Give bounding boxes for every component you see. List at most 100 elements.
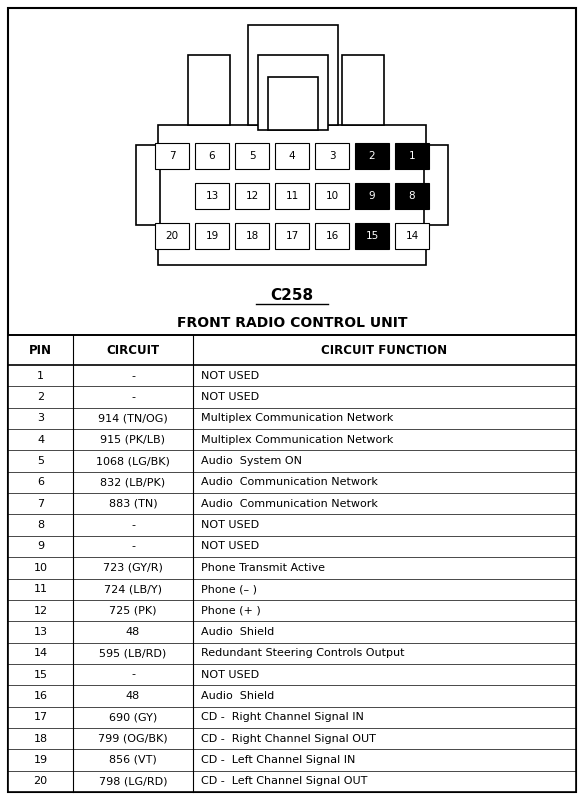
Text: 3: 3 [329,151,335,161]
Bar [136,145,160,225]
Text: 15: 15 [34,670,48,679]
Text: 10: 10 [34,563,48,573]
Text: 13: 13 [206,191,218,201]
Text: 914 (TN/OG): 914 (TN/OG) [98,414,168,423]
Text: 10: 10 [325,191,339,201]
Text: 9: 9 [369,191,376,201]
Text: Phone Transmit Active: Phone Transmit Active [200,563,325,573]
Text: 7: 7 [37,498,44,509]
Bar [155,223,189,249]
Text: 13: 13 [34,627,48,637]
Text: 4: 4 [288,151,296,161]
Text: 20: 20 [165,231,179,241]
Text: 2: 2 [369,151,376,161]
Text: PIN: PIN [29,343,52,357]
Text: 832 (LB/PK): 832 (LB/PK) [100,478,165,487]
Text: -: - [131,520,135,530]
Text: CD -  Right Channel Signal IN: CD - Right Channel Signal IN [200,712,363,722]
Text: CD -  Right Channel Signal OUT: CD - Right Channel Signal OUT [200,734,376,744]
Text: 1: 1 [37,370,44,381]
Bar [235,183,269,209]
Text: 4: 4 [37,434,44,445]
Bar [315,183,349,209]
Text: NOT USED: NOT USED [200,520,259,530]
Bar [355,143,389,169]
Text: 725 (PK): 725 (PK) [109,606,157,615]
Text: 16: 16 [325,231,339,241]
Text: 799 (OG/BK): 799 (OG/BK) [98,734,168,744]
Text: 1068 (LG/BK): 1068 (LG/BK) [96,456,170,466]
Text: 915 (PK/LB): 915 (PK/LB) [100,434,165,445]
Bar [275,223,309,249]
Bar [355,183,389,209]
Text: Audio  Shield: Audio Shield [200,627,274,637]
Text: Audio  System ON: Audio System ON [200,456,301,466]
Bar [195,223,229,249]
Bar [275,183,309,209]
Text: Multiplex Communication Network: Multiplex Communication Network [200,414,393,423]
Bar [315,143,349,169]
Bar [355,223,389,249]
Text: -: - [131,542,135,551]
Text: 3: 3 [37,414,44,423]
Text: 17: 17 [286,231,298,241]
Text: Audio  Communication Network: Audio Communication Network [200,498,377,509]
Text: NOT USED: NOT USED [200,542,259,551]
Text: CIRCUIT: CIRCUIT [106,343,159,357]
Text: 856 (VT): 856 (VT) [109,755,157,765]
Text: 6: 6 [37,478,44,487]
Bar [268,77,318,130]
Bar [235,143,269,169]
Text: 19: 19 [206,231,218,241]
Bar [275,143,309,169]
Text: 14: 14 [405,231,419,241]
Text: Phone (+ ): Phone (+ ) [200,606,260,615]
Text: 2: 2 [37,392,44,402]
Text: 9: 9 [37,542,44,551]
Text: 11: 11 [286,191,298,201]
Text: 14: 14 [34,648,48,658]
Text: 11: 11 [34,584,48,594]
Text: 8: 8 [37,520,44,530]
Text: 5: 5 [249,151,255,161]
Text: -: - [131,370,135,381]
Text: Phone (– ): Phone (– ) [200,584,256,594]
Text: 690 (GY): 690 (GY) [109,712,157,722]
Text: 7: 7 [169,151,175,161]
Text: NOT USED: NOT USED [200,370,259,381]
Bar [395,183,429,209]
Bar [248,25,338,125]
Text: 798 (LG/RD): 798 (LG/RD) [99,776,167,786]
Bar [258,55,328,130]
Bar [424,145,448,225]
Bar [8,335,576,792]
Text: 17: 17 [34,712,48,722]
Text: CD -  Left Channel Signal OUT: CD - Left Channel Signal OUT [200,776,367,786]
Bar [342,55,384,125]
Text: 18: 18 [34,734,48,744]
Text: Audio  Shield: Audio Shield [200,691,274,701]
Text: CIRCUIT FUNCTION: CIRCUIT FUNCTION [321,343,447,357]
Text: -: - [131,670,135,679]
Bar [158,125,426,265]
Bar [195,143,229,169]
Text: 18: 18 [245,231,259,241]
Bar [315,223,349,249]
Bar [155,143,189,169]
Text: Multiplex Communication Network: Multiplex Communication Network [200,434,393,445]
Text: C258: C258 [270,287,314,302]
Bar [235,223,269,249]
Text: 8: 8 [409,191,415,201]
Text: 724 (LB/Y): 724 (LB/Y) [104,584,162,594]
Text: 12: 12 [245,191,259,201]
Text: Redundant Steering Controls Output: Redundant Steering Controls Output [200,648,404,658]
Text: 48: 48 [126,691,140,701]
Text: 595 (LB/RD): 595 (LB/RD) [99,648,166,658]
Text: Audio  Communication Network: Audio Communication Network [200,478,377,487]
Text: FRONT RADIO CONTROL UNIT: FRONT RADIO CONTROL UNIT [177,316,407,330]
Text: 16: 16 [34,691,48,701]
Text: 48: 48 [126,627,140,637]
Bar [188,55,230,125]
Text: 1: 1 [409,151,415,161]
Bar [395,223,429,249]
